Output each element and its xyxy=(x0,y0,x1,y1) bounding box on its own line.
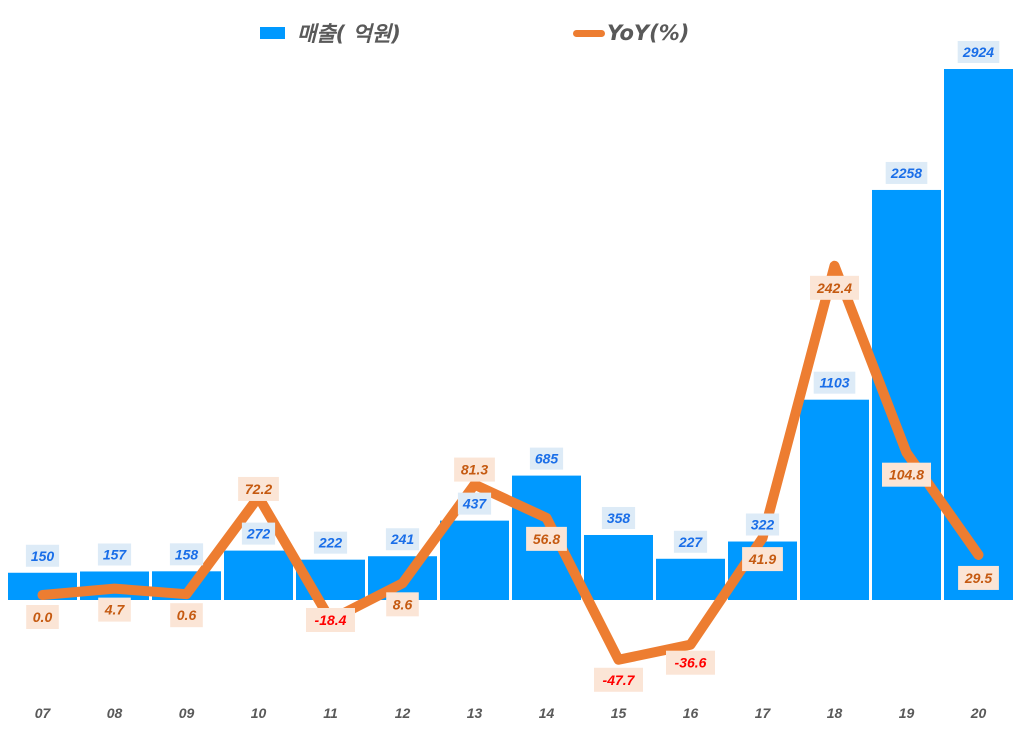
yoy-label-box xyxy=(810,275,859,300)
bar-value-label: 157 xyxy=(103,546,128,562)
yoy-label-box xyxy=(958,565,999,590)
revenue-data-labels: 150 157 158 272 222 241 437 685 358 227 322 1103 225… xyxy=(25,41,1000,567)
legend-item-revenue: 매출( 억원) xyxy=(260,18,401,48)
bar-label-box xyxy=(745,513,780,536)
yoy-value-label: 81.3 xyxy=(461,462,488,478)
x-axis-label: 09 xyxy=(179,705,195,721)
x-axis-label: 11 xyxy=(323,705,338,721)
bar-label-box xyxy=(385,528,420,551)
bar-value-label: 272 xyxy=(246,526,271,542)
legend-item-yoy: YoY(%) xyxy=(573,18,689,48)
yoy-label-box xyxy=(454,457,495,482)
x-axis-label: 10 xyxy=(251,705,267,721)
yoy-value-label: 41.9 xyxy=(748,551,776,567)
bar-value-label: 1103 xyxy=(819,375,849,391)
x-axis-label: 13 xyxy=(467,705,483,721)
yoy-label-box xyxy=(98,597,131,622)
x-axis-label: 07 xyxy=(35,705,52,721)
yoy-label-box xyxy=(238,476,279,501)
x-axis-label: 17 xyxy=(755,705,772,721)
yoy-label-box xyxy=(306,607,355,632)
bar-label-box xyxy=(885,161,928,184)
bar-value-label: 685 xyxy=(535,451,559,467)
yoy-value-label: 0.0 xyxy=(33,609,53,625)
yoy-value-label: 72.2 xyxy=(245,481,272,497)
bar-label-box xyxy=(601,506,636,529)
bar-value-label: 227 xyxy=(678,534,704,550)
bar-label-box xyxy=(169,543,204,566)
bar-value-label: 2924 xyxy=(962,44,994,60)
bar-20 xyxy=(944,69,1013,600)
yoy-line xyxy=(37,260,984,665)
yoy-value-label: 8.6 xyxy=(393,596,413,612)
bar-value-label: 2258 xyxy=(890,165,922,181)
yoy-value-label: -18.4 xyxy=(315,612,347,628)
yoy-label-box xyxy=(882,462,931,487)
bar-label-box xyxy=(529,447,564,470)
yoy-value-label: -36.6 xyxy=(675,655,707,671)
x-axis-labels: 07 08 09 10 11 12 13 14 15 16 17 18 19 20 xyxy=(35,705,987,721)
yoy-label-box xyxy=(170,603,203,628)
bar-value-label: 437 xyxy=(462,496,488,512)
yoy-value-label: -47.7 xyxy=(603,672,636,688)
bar-value-label: 358 xyxy=(607,510,631,526)
bar-value-label: 158 xyxy=(175,546,199,562)
bar-label-box xyxy=(457,492,492,515)
bar-value-label: 222 xyxy=(318,535,343,551)
yoy-label-box xyxy=(526,526,567,551)
legend-yoy-label: YoY(%) xyxy=(607,21,690,45)
bar-label-box xyxy=(25,544,60,567)
legend-line-swatch-icon xyxy=(573,29,605,37)
yoy-value-label: 242.4 xyxy=(816,280,852,296)
bar-label-box xyxy=(97,543,132,566)
yoy-value-label: 104.8 xyxy=(889,467,924,483)
x-axis-label: 15 xyxy=(611,705,627,721)
x-axis-label: 08 xyxy=(107,705,123,721)
bar-value-label: 322 xyxy=(751,517,775,533)
bar-label-box xyxy=(241,522,276,545)
bar-10 xyxy=(224,550,293,600)
x-axis-label: 14 xyxy=(539,705,555,721)
yoy-label-box xyxy=(386,592,419,617)
bar-15 xyxy=(584,534,653,600)
yoy-value-label: 29.5 xyxy=(964,570,992,586)
x-axis-label: 20 xyxy=(970,705,987,721)
yoy-value-label: 56.8 xyxy=(533,531,560,547)
bar-value-label: 241 xyxy=(390,531,415,547)
yoy-label-box xyxy=(666,650,715,675)
yoy-line-path xyxy=(37,260,984,665)
yoy-data-labels: 0.0 4.7 0.6 72.2 -18.4 8.6 81.3 56.8 -47.7 -36.6 4… xyxy=(26,275,999,692)
yoy-label-box xyxy=(742,547,783,572)
bar-label-box xyxy=(673,530,708,553)
bar-18 xyxy=(800,399,869,600)
x-axis-label: 19 xyxy=(899,705,915,721)
bar-13 xyxy=(440,520,509,600)
x-axis-label: 12 xyxy=(395,705,411,721)
yoy-label-box xyxy=(26,605,59,629)
bar-label-box xyxy=(813,371,856,394)
yoy-value-label: 0.6 xyxy=(177,607,197,623)
yoy-label-box xyxy=(594,667,643,692)
bar-value-label: 150 xyxy=(31,548,55,564)
yoy-value-label: 4.7 xyxy=(104,602,126,618)
bar-label-box xyxy=(957,41,1000,63)
x-axis-label: 18 xyxy=(827,705,843,721)
bar-16 xyxy=(656,558,725,600)
bar-label-box xyxy=(313,531,348,554)
legend-bar-swatch-icon xyxy=(260,27,285,39)
legend-revenue-label: 매출( 억원) xyxy=(297,22,401,46)
x-axis-label: 16 xyxy=(683,705,699,721)
